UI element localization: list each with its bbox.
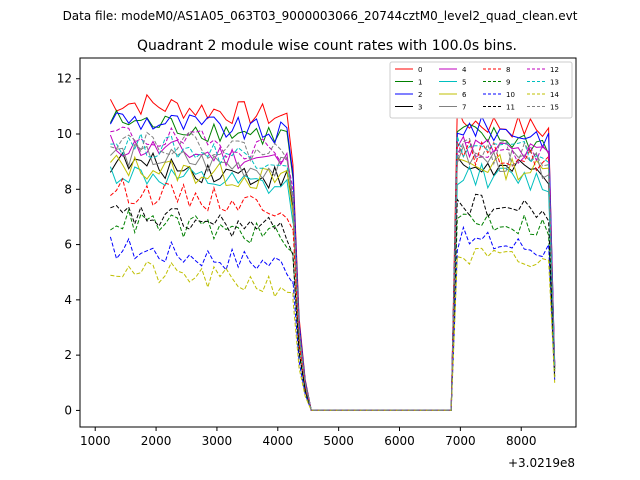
series-layer — [109, 93, 556, 411]
series-line-15 — [110, 131, 556, 411]
x-tick-label: 8000 — [506, 434, 537, 448]
legend-label-5: 5 — [462, 79, 466, 87]
y-axis: 0 2 4 6 8 10 12 — [57, 72, 80, 417]
legend-label-8: 8 — [506, 66, 510, 74]
legend-label-14: 14 — [550, 91, 559, 99]
y-tick-label: 10 — [57, 127, 72, 141]
legend-label-11: 11 — [506, 104, 515, 112]
legend-label-15: 15 — [550, 104, 559, 112]
x-tick-label: 2000 — [141, 434, 172, 448]
legend-label-3: 3 — [418, 104, 422, 112]
legend-label-13: 13 — [550, 79, 559, 87]
legend-label-10: 10 — [506, 91, 515, 99]
x-tick-label: 5000 — [323, 434, 354, 448]
y-tick-label: 2 — [64, 348, 72, 362]
x-tick-label: 1000 — [80, 434, 111, 448]
legend-label-7: 7 — [462, 104, 466, 112]
x-tick-label: 4000 — [263, 434, 294, 448]
legend-box — [389, 61, 573, 119]
x-tick-label: 6000 — [384, 434, 415, 448]
legend-label-9: 9 — [506, 79, 510, 87]
plot-frame — [79, 57, 577, 428]
legend-label-1: 1 — [418, 79, 422, 87]
y-tick-label: 4 — [64, 293, 72, 307]
legend-label-12: 12 — [550, 66, 559, 74]
x-offset-label: +3.0219e8 — [508, 456, 575, 470]
suptitle: Data file: modeM0/AS1A05_063T03_90000030… — [63, 9, 578, 23]
y-tick-label: 12 — [57, 72, 72, 86]
y-tick-label: 0 — [64, 403, 72, 417]
x-tick-label: 7000 — [445, 434, 476, 448]
y-tick-label: 8 — [64, 182, 72, 196]
legend-label-4: 4 — [462, 66, 467, 74]
series-line-14 — [110, 247, 556, 411]
x-tick-label: 3000 — [202, 434, 233, 448]
legend-label-0: 0 — [418, 66, 422, 74]
x-axis: 1000 2000 3000 4000 5000 6000 7000 8000 — [80, 427, 537, 448]
plot-area: 1000 2000 3000 4000 5000 6000 7000 8000 0246810… — [57, 57, 577, 470]
legend-label-2: 2 — [418, 91, 422, 99]
series-line-12 — [110, 126, 556, 411]
y-tick-label: 6 — [64, 238, 72, 252]
legend-label-6: 6 — [462, 91, 467, 99]
series-line-13 — [110, 132, 556, 411]
chart-title: Quadrant 2 module wise count rates with … — [137, 38, 517, 54]
